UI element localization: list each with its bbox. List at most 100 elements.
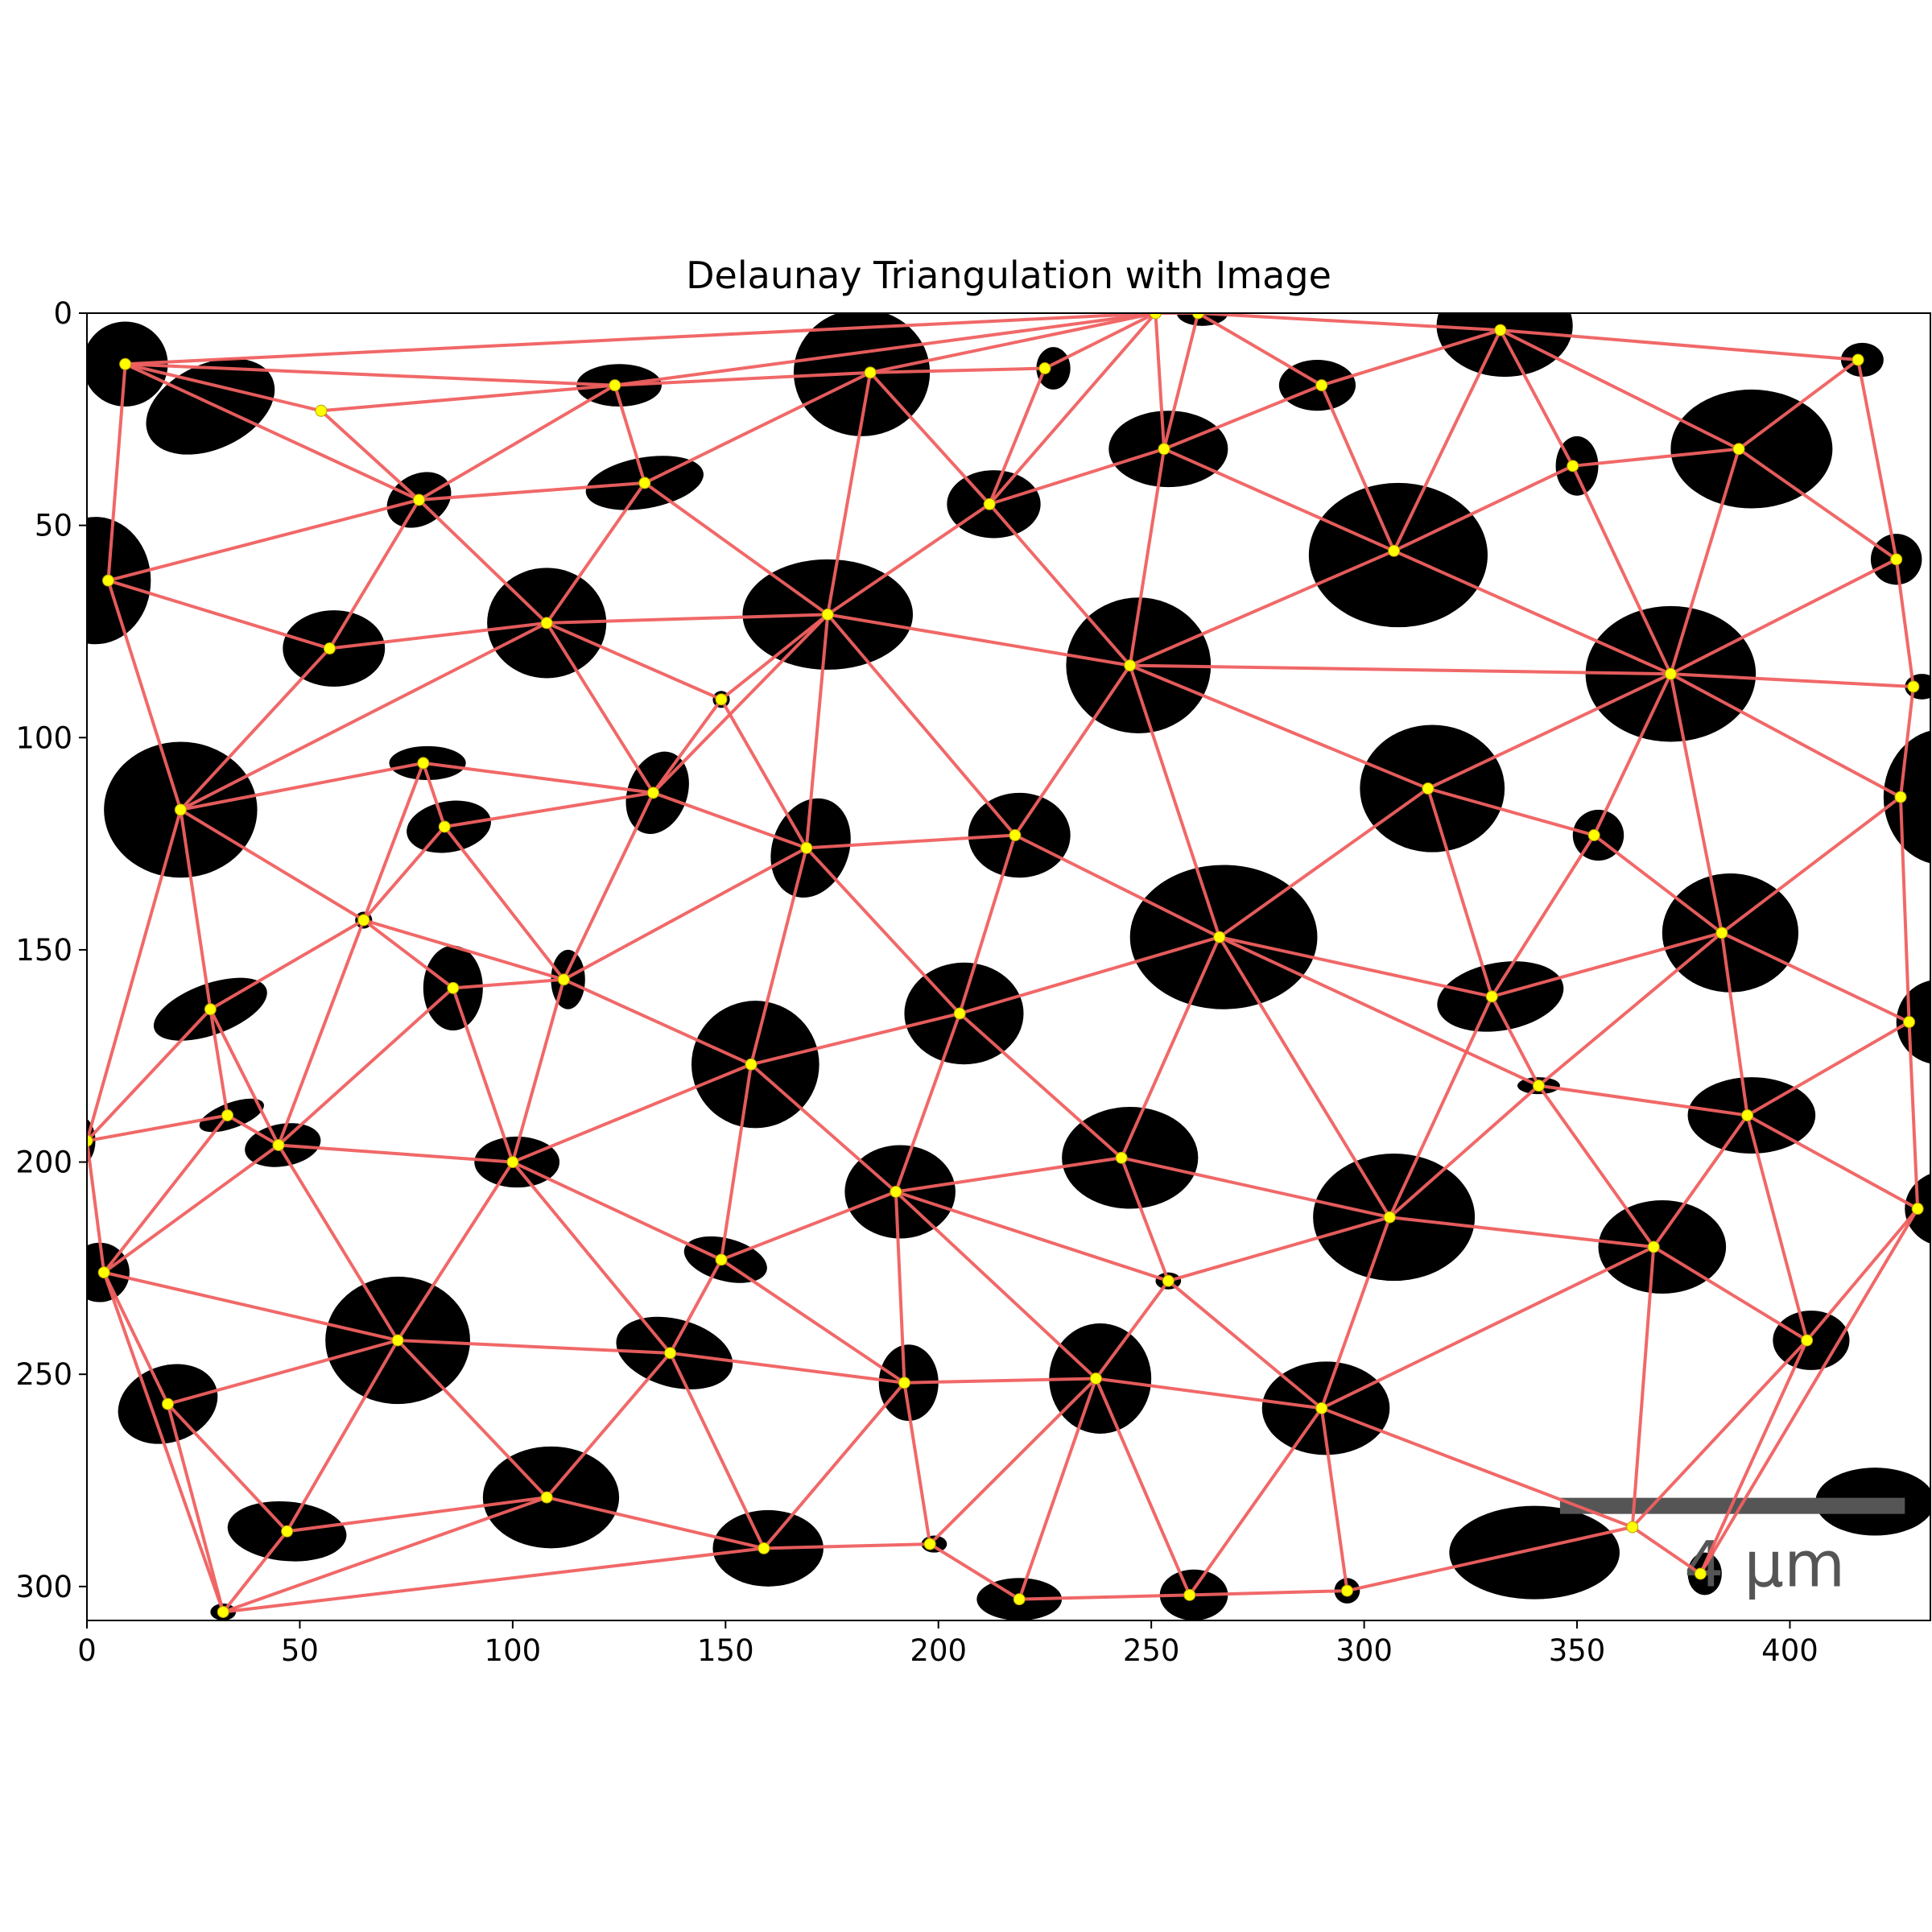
edge-52-53 — [1746, 1113, 1919, 1211]
edge-8-15 — [1392, 329, 1502, 552]
edge-44-53 — [1907, 1022, 1920, 1209]
edge-66-72 — [1094, 1377, 1191, 1596]
edge-66-69 — [928, 1377, 1097, 1546]
point-25 — [1907, 680, 1920, 693]
edge-7-15 — [1319, 384, 1396, 552]
edge-0-5 — [125, 313, 1156, 366]
edge-65-69 — [902, 1382, 932, 1545]
edge-15-23 — [1129, 549, 1395, 667]
point-3 — [864, 366, 877, 379]
edge-24-25 — [1670, 672, 1913, 688]
edge-20-21 — [547, 613, 828, 625]
edge-10-26 — [106, 580, 183, 811]
edge-1-11 — [320, 409, 420, 502]
edge-28-35 — [362, 825, 446, 922]
edge-60-61 — [1653, 1245, 1808, 1342]
point-21 — [821, 608, 834, 621]
edge-13-21 — [827, 502, 991, 617]
edge-18-25 — [1894, 559, 1915, 687]
edge-39-51 — [1538, 931, 1724, 1088]
edge-22-29 — [651, 698, 723, 794]
point-65 — [898, 1377, 910, 1389]
y-tick-label-250: 250 — [15, 1357, 72, 1392]
point-54 — [97, 1266, 110, 1279]
point-68 — [758, 1542, 770, 1554]
point-29 — [646, 786, 659, 799]
edge-1-2 — [320, 383, 615, 413]
edge-52-60 — [1652, 1114, 1749, 1249]
point-18 — [1890, 553, 1903, 566]
y-tick-label-50: 50 — [35, 509, 72, 543]
edge-24-34 — [1670, 672, 1901, 799]
edge-62-63 — [167, 1402, 289, 1533]
edge-63-70 — [221, 1530, 289, 1613]
y-tick-label-200: 200 — [15, 1146, 72, 1180]
edge-8-17 — [1499, 328, 1740, 451]
edge-67-72 — [1188, 1407, 1323, 1596]
point-60 — [1647, 1241, 1660, 1253]
particle-1 — [146, 358, 275, 455]
edge-22-30 — [720, 698, 808, 849]
edge-42-48 — [512, 1063, 752, 1164]
edge-36-47 — [277, 986, 455, 1146]
point-67 — [1315, 1402, 1328, 1414]
y-tick-label-300: 300 — [15, 1570, 72, 1604]
edge-53-75 — [1699, 1208, 1919, 1575]
edge-18-24 — [1670, 558, 1897, 675]
point-50 — [890, 1185, 902, 1198]
edge-38-49 — [1120, 936, 1221, 1159]
particle-33 — [1883, 730, 1930, 864]
edge-11-19 — [328, 498, 421, 650]
point-43 — [1485, 990, 1498, 1003]
x-tick-label-300: 300 — [1335, 1633, 1393, 1668]
point-70 — [217, 1605, 229, 1618]
y-tick-label-100: 100 — [15, 720, 72, 755]
x-tick-label-50: 50 — [281, 1633, 319, 1668]
x-tick-label-350: 350 — [1549, 1633, 1606, 1668]
edge-60-67 — [1320, 1245, 1655, 1410]
point-9 — [1852, 353, 1864, 366]
edge-15-24 — [1393, 549, 1672, 676]
edge-40-46 — [208, 1009, 229, 1116]
edge-47-55 — [277, 1144, 399, 1342]
edge-16-17 — [1572, 447, 1740, 468]
point-34 — [1894, 791, 1907, 803]
point-62 — [161, 1397, 174, 1410]
edge-61-74 — [1631, 1339, 1809, 1529]
edge-11-12 — [419, 481, 645, 502]
edge-17-24 — [1669, 448, 1740, 675]
edge-49-50 — [895, 1156, 1122, 1194]
edge-20-26 — [180, 621, 548, 811]
edge-56-68 — [668, 1352, 766, 1550]
edge-21-23 — [827, 613, 1131, 667]
edge-50-66 — [894, 1190, 1097, 1380]
edge-38-59 — [1218, 936, 1392, 1219]
point-55 — [391, 1334, 404, 1347]
edge-13-23 — [988, 502, 1132, 667]
particle-73 — [1449, 1505, 1620, 1600]
edge-51-52 — [1538, 1084, 1748, 1117]
edge-27-29 — [423, 761, 654, 795]
edge-0-1 — [125, 362, 322, 413]
edge-33-39 — [1592, 833, 1724, 935]
edge-65-68 — [762, 1381, 906, 1550]
point-61 — [1801, 1334, 1814, 1347]
point-32 — [1422, 782, 1435, 795]
edge-35-37 — [363, 919, 564, 981]
edge-29-37 — [562, 791, 655, 980]
edge-52-61 — [1745, 1115, 1809, 1341]
x-tick-label-100: 100 — [485, 1633, 542, 1668]
point-48 — [506, 1156, 519, 1169]
particle-4 — [1036, 347, 1071, 390]
edge-4-5 — [1044, 313, 1157, 370]
point-59 — [1383, 1211, 1396, 1224]
edge-30-37 — [563, 846, 807, 981]
y-tick-label-0: 0 — [53, 296, 72, 331]
edge-19-20 — [329, 621, 547, 650]
edge-11-20 — [418, 498, 548, 625]
edge-0-11 — [124, 362, 420, 502]
point-74 — [1626, 1521, 1639, 1534]
point-24 — [1664, 667, 1677, 680]
edge-30-31 — [806, 833, 1016, 850]
